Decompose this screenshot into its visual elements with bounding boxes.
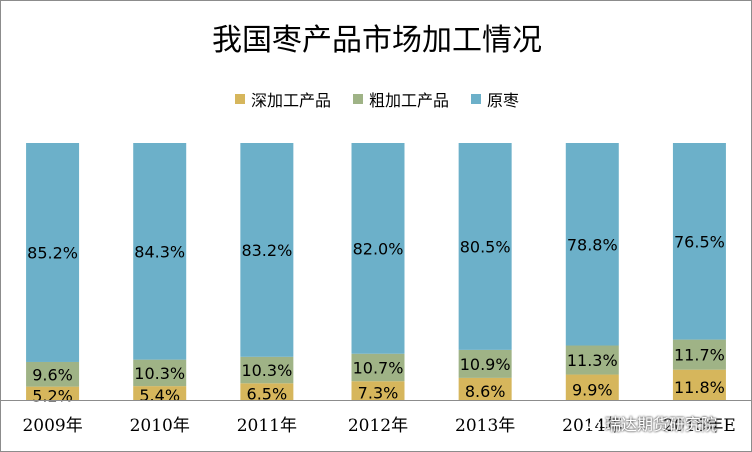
legend-item-rough: 粗加工产品 (352, 87, 449, 111)
data-label-rough: 10.3% (134, 364, 185, 383)
legend-label-deep: 深加工产品 (250, 91, 331, 110)
data-label-deep: 5.2% (32, 386, 73, 405)
bar-raw (565, 143, 619, 346)
x-tick-label: 2011年 (237, 416, 297, 436)
bar-deep (133, 386, 187, 400)
data-label-raw: 76.5% (674, 232, 725, 251)
data-label-deep: 11.8% (674, 378, 725, 397)
legend-swatch-raw (471, 94, 481, 104)
bar-raw (351, 143, 405, 354)
data-label-rough: 10.7% (353, 358, 404, 377)
data-label-rough: 9.6% (32, 365, 73, 384)
chart-title: 我国枣产品市场加工情况 (212, 23, 542, 58)
data-label-deep: 7.3% (358, 384, 399, 403)
bar-rough (565, 345, 619, 375)
bar-raw (672, 143, 726, 340)
data-label-raw: 82.0% (353, 239, 404, 258)
x-tick-label: 2010年 (130, 416, 190, 436)
legend-item-deep: 深加工产品 (234, 87, 331, 111)
bar-rough (458, 349, 512, 378)
watermark-text: 瑞达期货研究院 (605, 415, 718, 434)
data-label-rough: 10.9% (460, 355, 511, 374)
data-label-rough: 11.7% (674, 346, 725, 365)
data-label-deep: 5.4% (139, 386, 180, 405)
data-label-deep: 6.5% (247, 385, 288, 404)
bar-deep (565, 374, 619, 400)
bar-deep (240, 383, 294, 400)
bar-raw (133, 143, 187, 360)
bar-deep (672, 369, 726, 400)
bar-deep (458, 377, 512, 400)
bar-raw (458, 143, 512, 350)
x-tick-label: 2014年 (562, 416, 622, 436)
bar-rough (351, 353, 405, 382)
bar-deep (351, 381, 405, 400)
legend: 深加工产品 粗加工产品 原枣 (1, 87, 752, 111)
legend-label-rough: 粗加工产品 (368, 91, 449, 110)
bar-deep (26, 386, 80, 400)
bar-rough (240, 356, 294, 384)
bar-rough (26, 361, 80, 387)
data-label-deep: 9.9% (572, 380, 613, 399)
data-label-raw: 80.5% (460, 237, 511, 256)
bar-raw (26, 143, 80, 362)
data-label-rough: 11.3% (567, 351, 618, 370)
x-tick-label: 2013年 (455, 416, 515, 436)
bar-rough (672, 339, 726, 370)
data-label-raw: 78.8% (567, 235, 618, 254)
data-label-rough: 10.3% (241, 361, 292, 380)
x-tick-label: 2012年 (348, 416, 408, 436)
legend-label-raw: 原枣 (487, 91, 520, 110)
legend-swatch-deep (234, 94, 245, 104)
data-label-raw: 83.2% (241, 241, 292, 260)
bar-rough (133, 359, 187, 387)
watermark: 瑞达期货研究院 (583, 411, 717, 435)
data-label-raw: 85.2% (27, 243, 78, 262)
x-tick-label: 2009年 (22, 416, 82, 436)
data-label-raw: 84.3% (134, 242, 185, 261)
data-label-deep: 8.6% (465, 382, 506, 401)
legend-item-raw: 原枣 (471, 87, 519, 111)
wechat-icon (583, 415, 601, 430)
legend-swatch-rough (352, 94, 363, 104)
bar-raw (240, 143, 294, 357)
x-tick-label: 2015年E (663, 416, 736, 436)
